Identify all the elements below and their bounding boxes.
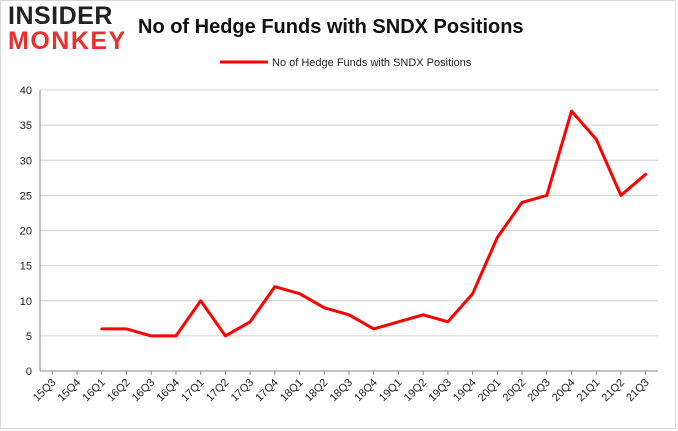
data-point <box>323 306 326 309</box>
x-tick-label: 19Q1 <box>377 377 405 405</box>
x-tick-label: 15Q3 <box>31 377 59 405</box>
x-tick-label: 18Q2 <box>303 377 331 405</box>
x-tick-label: 19Q3 <box>426 377 454 405</box>
x-tick-label: 20Q2 <box>501 377 529 405</box>
data-point <box>298 292 301 295</box>
x-tick-label: 16Q2 <box>105 377 133 405</box>
x-tick-label: 16Q4 <box>155 377 183 405</box>
legend: No of Hedge Funds with SNDX Positions <box>220 57 472 69</box>
x-tick-label: 21Q1 <box>575 377 603 405</box>
x-tick-label: 17Q2 <box>204 377 232 405</box>
y-tick-label: 35 <box>20 120 32 132</box>
data-point <box>521 201 523 204</box>
data-point <box>570 110 573 112</box>
y-tick-label: 20 <box>20 226 32 238</box>
data-point <box>397 321 400 323</box>
x-tick-label: 17Q1 <box>179 377 207 405</box>
data-point <box>471 292 474 295</box>
data-point <box>125 328 128 330</box>
logo-line-2: MONKEY <box>8 27 127 55</box>
x-tick-label: 21Q3 <box>624 377 652 405</box>
logo-line-1: INSIDER <box>8 2 113 30</box>
y-tick-label: 5 <box>26 331 32 343</box>
data-point <box>447 321 449 323</box>
x-tick-label: 21Q2 <box>600 377 628 405</box>
y-axis-ticks: 0 5 10 15 20 25 30 35 40 <box>20 85 32 378</box>
y-tick-label: 0 <box>26 366 32 378</box>
x-tick-label: 20Q3 <box>525 377 553 405</box>
data-point <box>175 335 177 337</box>
x-tick-label: 18Q4 <box>352 377 380 405</box>
legend-label: No of Hedge Funds with SNDX Positions <box>272 57 472 69</box>
data-point <box>150 335 153 337</box>
x-tick-label: 19Q4 <box>451 377 479 405</box>
x-axis-ticks: 15Q315Q416Q116Q216Q316Q417Q117Q217Q317Q4… <box>31 371 652 404</box>
y-tick-label: 25 <box>20 190 32 202</box>
chart-title: No of Hedge Funds with SNDX Positions <box>138 16 524 38</box>
series-layer <box>100 109 648 338</box>
data-point <box>595 138 597 140</box>
data-point <box>644 173 647 176</box>
data-point <box>545 194 548 197</box>
x-tick-label: 18Q3 <box>328 377 356 405</box>
data-point <box>224 335 227 337</box>
y-tick-label: 10 <box>20 296 32 308</box>
data-point <box>249 321 251 323</box>
x-tick-label: 17Q4 <box>253 377 281 405</box>
data-point <box>101 328 103 330</box>
y-tick-label: 15 <box>20 261 32 273</box>
x-tick-label: 19Q2 <box>402 377 430 405</box>
series-line <box>100 109 648 338</box>
insider-monkey-logo: INSIDER MONKEY <box>8 4 128 54</box>
data-point <box>372 328 375 330</box>
y-tick-label: 40 <box>20 85 32 97</box>
data-point <box>199 299 202 302</box>
x-tick-label: 20Q4 <box>550 377 578 405</box>
data-point <box>422 314 424 316</box>
y-tick-label: 30 <box>20 155 32 167</box>
x-tick-label: 15Q4 <box>56 377 84 405</box>
gridlines <box>40 89 658 337</box>
x-tick-label: 20Q1 <box>476 377 504 405</box>
x-tick-label: 16Q3 <box>130 377 158 405</box>
x-tick-label: 16Q1 <box>80 377 108 405</box>
data-point <box>348 314 350 316</box>
data-point <box>620 194 622 197</box>
x-tick-label: 18Q1 <box>278 377 306 405</box>
data-point <box>274 285 276 288</box>
x-tick-label: 17Q3 <box>229 377 257 405</box>
data-point <box>496 236 499 239</box>
